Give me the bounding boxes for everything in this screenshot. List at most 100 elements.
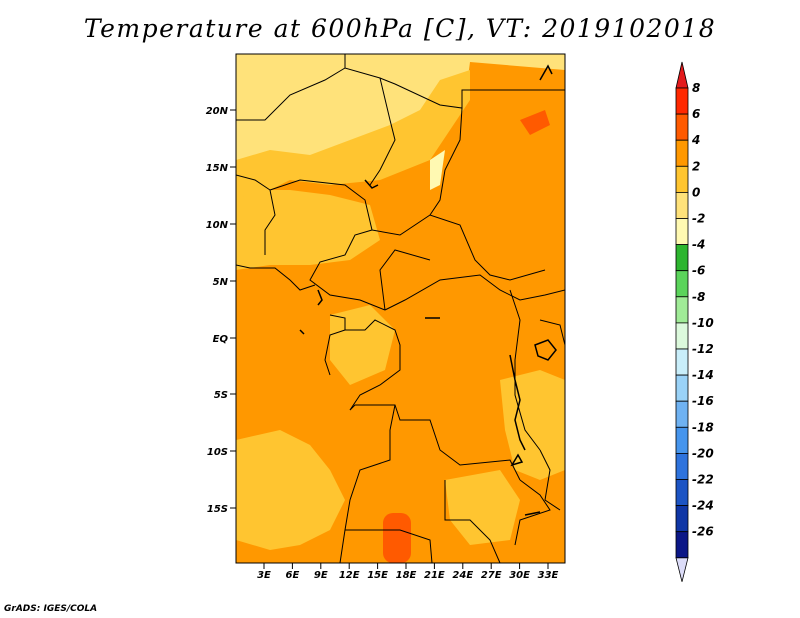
colorbar-label: -20 [692, 446, 714, 460]
border-path [539, 319, 565, 346]
border-path [539, 449, 561, 511]
colorbar-bottom-arrow [675, 557, 689, 582]
lon-label: 12E [339, 570, 360, 581]
lake-path [364, 179, 379, 189]
colorbar-label: 8 [692, 81, 700, 95]
colorbar-segment [675, 322, 689, 350]
map-field [236, 54, 565, 563]
lake-path [534, 339, 557, 361]
colorbar-label: -6 [692, 264, 705, 278]
colorbar-segment [675, 400, 689, 428]
field-central-patch [330, 305, 395, 385]
colorbar-label: -2 [692, 212, 705, 226]
lake-path [524, 511, 541, 516]
lat-label: 15N [206, 163, 229, 174]
colorbar-segment [675, 87, 689, 115]
colorbar-label: -22 [692, 473, 714, 487]
border-path [236, 174, 276, 255]
colorbar-label: 2 [692, 159, 700, 173]
lon-label: 27E [481, 570, 502, 581]
border-path [317, 289, 323, 306]
field-north-band [236, 70, 470, 200]
border-path [429, 107, 463, 216]
border-path [269, 179, 373, 231]
lake-path [510, 453, 524, 467]
field-southeast-band [500, 370, 565, 480]
border-path [345, 529, 433, 563]
border-path [369, 77, 396, 186]
field-south-patch [445, 470, 520, 545]
colorbar-label: -4 [692, 238, 705, 252]
colorbar-segment [675, 244, 689, 272]
lat-label: 5S [214, 390, 228, 401]
map-axes: 20N 15N 10N 5N EQ 5S 10S 15S 3E 6E 9E 12E 15E 18E 21E 2… [206, 106, 559, 581]
lat-label: 15S [207, 504, 228, 515]
colorbar-label: -12 [692, 342, 714, 356]
field-east-patch [430, 150, 445, 190]
field-southwest-band [236, 430, 345, 550]
lon-label: 24E [452, 570, 473, 581]
colorbar-segment [675, 270, 689, 298]
border-path [236, 264, 316, 291]
border-path [371, 214, 546, 281]
lon-label: 21E [424, 570, 445, 581]
map-frame [235, 53, 566, 564]
colorbar-label: -16 [692, 394, 714, 408]
lat-label: EQ [213, 334, 229, 345]
colorbar-label: -14 [692, 368, 714, 382]
colorbar-label: 6 [692, 107, 700, 121]
colorbar-label: -8 [692, 290, 705, 304]
lon-label: 33E [538, 570, 559, 581]
field-hot-spot [383, 513, 411, 563]
colorbar-segment [675, 218, 689, 246]
border-path [349, 404, 521, 481]
lat-label: 20N [206, 106, 229, 117]
colorbar-label: -10 [692, 316, 714, 330]
colorbar-label: -24 [692, 499, 714, 513]
colorbar-segment [675, 452, 689, 480]
lake-path [299, 329, 305, 335]
colorbar-segment [675, 374, 689, 402]
colorbar-label: -18 [692, 420, 714, 434]
colorbar: 8 6 4 2 0 -2 -4 -6 -8 -10 -12 -14 -16 -18 -20 -22 -24 -26 [675, 61, 714, 582]
lakes [299, 64, 557, 516]
colorbar-segment [675, 479, 689, 507]
colorbar-label: 0 [692, 185, 700, 199]
border-path [324, 329, 346, 376]
lon-label: 30E [509, 570, 530, 581]
lake-path [539, 64, 553, 81]
lake-path [509, 354, 526, 451]
border-path [384, 274, 565, 311]
colorbar-segment [675, 165, 689, 193]
grads-credit: GrADS: IGES/COLA [4, 604, 98, 614]
lon-label: 3E [257, 570, 271, 581]
colorbar-segment [675, 139, 689, 167]
colorbar-segment [675, 348, 689, 376]
chart-title: Temperature at 600hPa [C], VT: 201910201… [83, 14, 717, 43]
lon-label: 15E [367, 570, 388, 581]
lon-label: 18E [396, 570, 417, 581]
lat-label: 10S [207, 447, 228, 458]
border-path [514, 479, 551, 546]
border-path [309, 229, 386, 311]
colorbar-segment [675, 505, 689, 533]
colorbar-segment [675, 113, 689, 141]
border-path [329, 314, 401, 411]
border-path [444, 480, 501, 563]
colorbar-segment [675, 426, 689, 454]
lat-label: 5N [213, 277, 229, 288]
lon-label: 9E [314, 570, 328, 581]
lat-label: 10N [206, 220, 229, 231]
field-spot-ne [520, 110, 550, 135]
field-west-band [236, 190, 380, 270]
colorbar-label: -26 [692, 525, 714, 539]
colorbar-segment [675, 531, 689, 559]
colorbar-segment [675, 296, 689, 324]
border-path [379, 249, 431, 311]
lon-label: 6E [286, 570, 300, 581]
colorbar-top-arrow [675, 61, 689, 89]
colorbar-label: 4 [691, 133, 700, 147]
colorbar-segment [675, 191, 689, 219]
country-borders [236, 54, 565, 563]
